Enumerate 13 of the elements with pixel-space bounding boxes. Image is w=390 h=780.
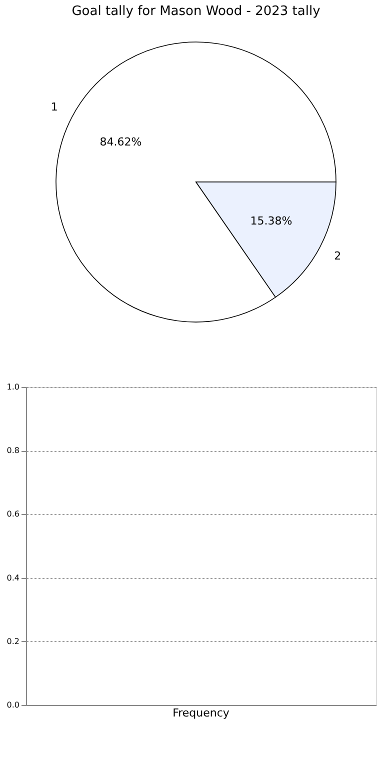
x-tick-label: Frequency	[172, 706, 230, 720]
data-label: 15.38%	[250, 214, 292, 228]
slice-label: 1	[50, 100, 58, 114]
y-tick-label: 0.8	[6, 446, 20, 456]
y-tick-label: 0.0	[6, 700, 20, 710]
pie-slice	[56, 42, 336, 322]
y-tick-label: 1.0	[6, 382, 20, 392]
chart-title: Goal tally for Mason Wood - 2023 tally	[72, 4, 321, 19]
slice-label: 2	[334, 249, 342, 262]
y-tick-label: 0.6	[6, 510, 20, 519]
y-tick-label: 0.2	[6, 636, 20, 646]
y-tick-label: 0.4	[6, 573, 20, 582]
data-label: 84.62%	[100, 136, 142, 149]
